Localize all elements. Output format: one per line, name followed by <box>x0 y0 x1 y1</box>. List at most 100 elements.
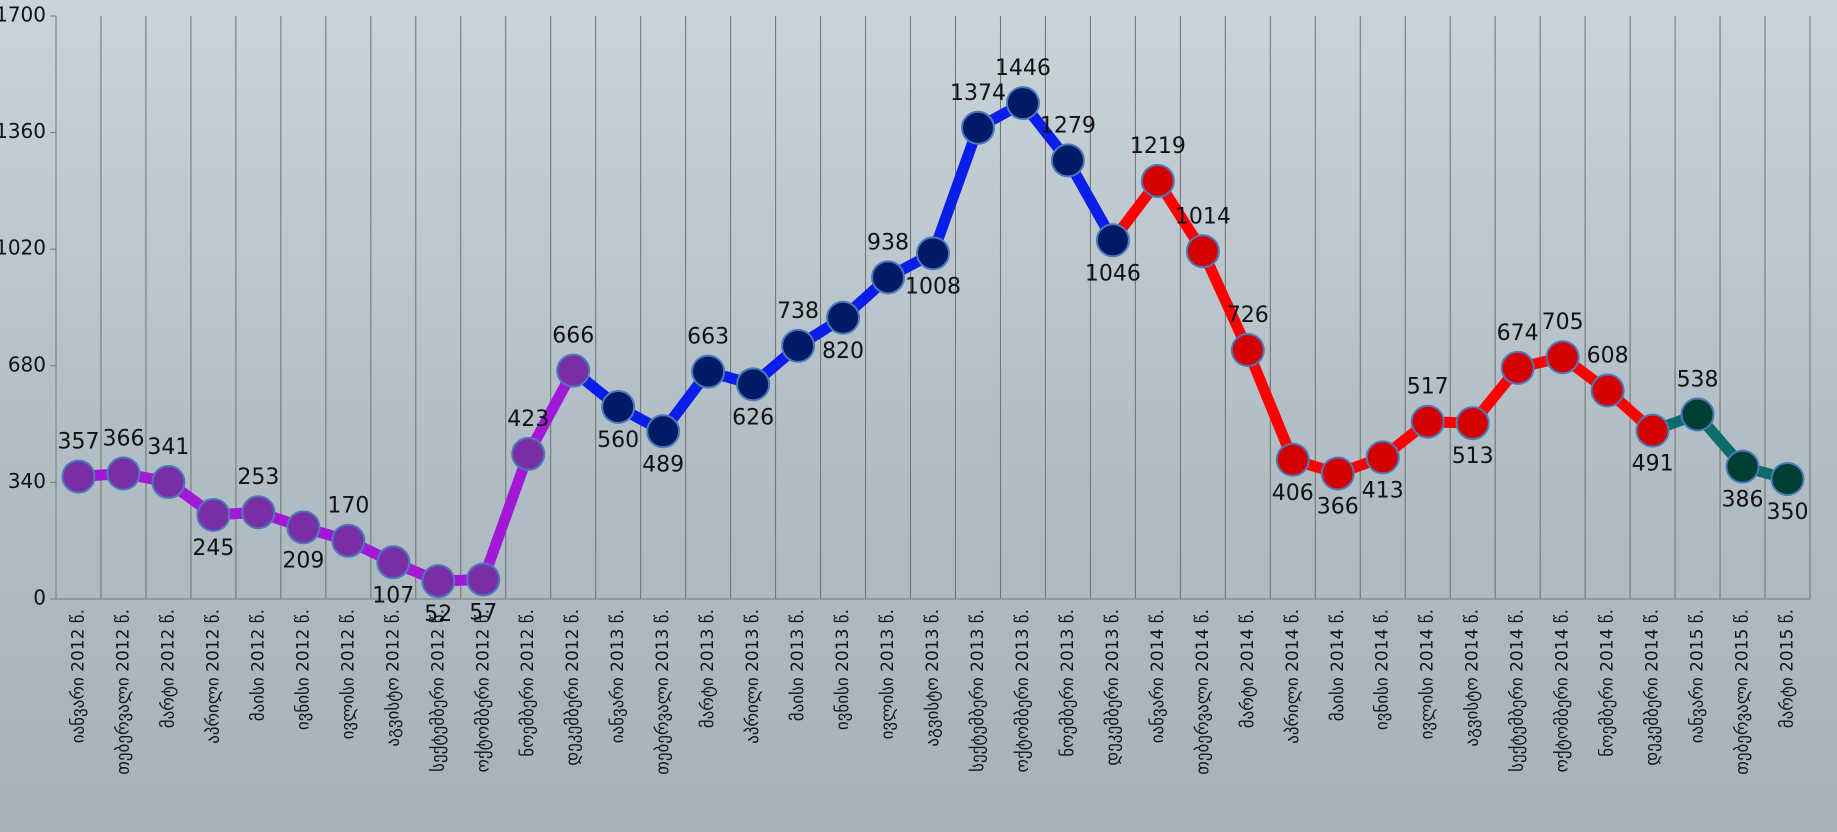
data-label: 1446 <box>995 56 1051 81</box>
data-label: 170 <box>327 494 369 519</box>
data-label: 1008 <box>905 274 961 299</box>
point <box>916 236 950 271</box>
y-tick-label: 340 <box>8 469 46 493</box>
x-tick-label: იანვარი 2013 წ. <box>608 609 628 743</box>
data-label: 423 <box>507 407 549 432</box>
data-label: 341 <box>147 435 189 460</box>
x-tick-label: მაისი 2012 წ. <box>248 609 268 721</box>
point <box>1590 373 1625 408</box>
data-label: 726 <box>1227 303 1269 328</box>
point <box>781 328 816 363</box>
x-tick-label: თებერვალი 2014 წ. <box>1193 609 1213 775</box>
x-tick-label: მარტი 2015 წ. <box>1778 609 1798 728</box>
point <box>376 545 411 580</box>
x-tick-label: ივლისი 2013 წ. <box>878 609 898 739</box>
y-tick-label: 1360 <box>0 119 46 143</box>
data-label: 366 <box>102 426 144 451</box>
x-tick-label: ივნისი 2013 წ. <box>833 609 853 730</box>
point <box>1230 333 1265 368</box>
point <box>1140 163 1175 198</box>
x-tick-label: ოქტომბერი 2013 წ. <box>1013 609 1033 772</box>
x-tick-label: სექტემბერი 2014 წ. <box>1508 609 1528 772</box>
x-tick-label: აგვისტო 2012 წ. <box>383 609 403 747</box>
point <box>826 300 861 335</box>
x-tick-label: თებერვალი 2012 წ. <box>113 609 133 775</box>
x-tick-label: სექტემბერი 2013 წ. <box>968 609 988 772</box>
data-label: 366 <box>1317 494 1359 519</box>
point <box>871 260 906 295</box>
data-label: 626 <box>732 405 774 430</box>
y-tick-label: 680 <box>8 352 46 376</box>
x-tick-label: ნოემბერი 2013 წ. <box>1058 609 1078 757</box>
data-label: 560 <box>597 428 639 453</box>
y-tick-label: 1700 <box>0 3 46 27</box>
point <box>1365 440 1400 475</box>
data-label: 1046 <box>1085 261 1141 286</box>
x-tick-label: ოქტომბერი 2012 წ. <box>473 609 493 772</box>
x-tick-label: ნოემბერი 2012 წ. <box>518 609 538 757</box>
data-label: 1279 <box>1040 113 1096 138</box>
data-label: 245 <box>192 536 234 561</box>
data-label: 350 <box>1767 500 1809 525</box>
data-label: 209 <box>282 548 324 573</box>
x-tick-label: ოქტომბერი 2014 წ. <box>1553 609 1573 772</box>
x-tick-label: ნოემბერი 2014 წ. <box>1598 609 1618 757</box>
x-tick-label: სექტემბერი 2012 წ. <box>428 609 448 772</box>
point <box>61 459 96 494</box>
x-tick-label: თებერვალი 2015 წ. <box>1733 609 1753 775</box>
x-tick-label: ივნისი 2012 წ. <box>293 609 313 730</box>
point <box>1680 397 1715 432</box>
data-label: 663 <box>687 325 729 350</box>
data-label: 491 <box>1632 452 1674 477</box>
x-tick-label: ივნისი 2014 წ. <box>1373 609 1393 730</box>
data-label: 938 <box>867 230 909 255</box>
point <box>1770 461 1805 496</box>
x-tick-label: მაისი 2014 წ. <box>1328 609 1348 721</box>
point <box>196 497 231 532</box>
data-label: 253 <box>237 465 279 490</box>
y-tick-label: 1020 <box>0 236 46 260</box>
point <box>691 354 726 389</box>
x-tick-label: აპრილი 2012 წ. <box>203 609 223 744</box>
data-label: 666 <box>552 324 594 349</box>
point <box>1410 404 1445 439</box>
data-label: 413 <box>1362 478 1404 503</box>
x-tick-label: აგვისტო 2014 წ. <box>1463 609 1483 747</box>
x-tick-label: დეკემბერი 2012 წ. <box>563 609 583 766</box>
x-tick-label: ივლისი 2014 წ. <box>1418 609 1438 739</box>
data-label: 820 <box>822 339 864 364</box>
point <box>151 465 186 500</box>
x-tick-label: აპრილი 2013 წ. <box>743 609 763 744</box>
data-label: 52 <box>424 602 452 627</box>
x-tick-label: იანვარი 2012 წ. <box>68 609 88 743</box>
data-label: 513 <box>1452 444 1494 469</box>
y-tick-label: 0 <box>33 586 46 610</box>
data-label: 1219 <box>1130 134 1186 159</box>
data-label: 738 <box>777 299 819 324</box>
point <box>241 495 276 530</box>
x-tick-label: მარტი 2014 წ. <box>1238 609 1258 728</box>
data-label: 57 <box>469 600 497 625</box>
x-tick-label: იანვარი 2015 წ. <box>1688 609 1708 743</box>
point <box>286 510 321 545</box>
point <box>511 436 546 471</box>
data-label: 517 <box>1407 375 1449 400</box>
x-tick-label: მაისი 2013 წ. <box>788 609 808 721</box>
point <box>601 389 636 424</box>
point <box>466 562 501 597</box>
point <box>960 110 995 145</box>
x-tick-label: იანვარი 2014 წ. <box>1148 609 1168 743</box>
x-tick-label: მარტი 2013 წ. <box>698 609 718 728</box>
x-tick-label: დეკემბერი 2013 წ. <box>1103 609 1123 766</box>
point <box>736 367 771 402</box>
point <box>1050 143 1085 178</box>
x-tick-label: ივლისი 2012 წ. <box>338 609 358 739</box>
x-tick-label: აგვისტო 2013 წ. <box>923 609 943 747</box>
x-tick-label: დეკემბერი 2014 წ. <box>1643 609 1663 766</box>
point <box>1005 86 1040 121</box>
point <box>421 564 456 599</box>
data-label: 357 <box>57 430 99 455</box>
data-label: 538 <box>1677 367 1719 392</box>
